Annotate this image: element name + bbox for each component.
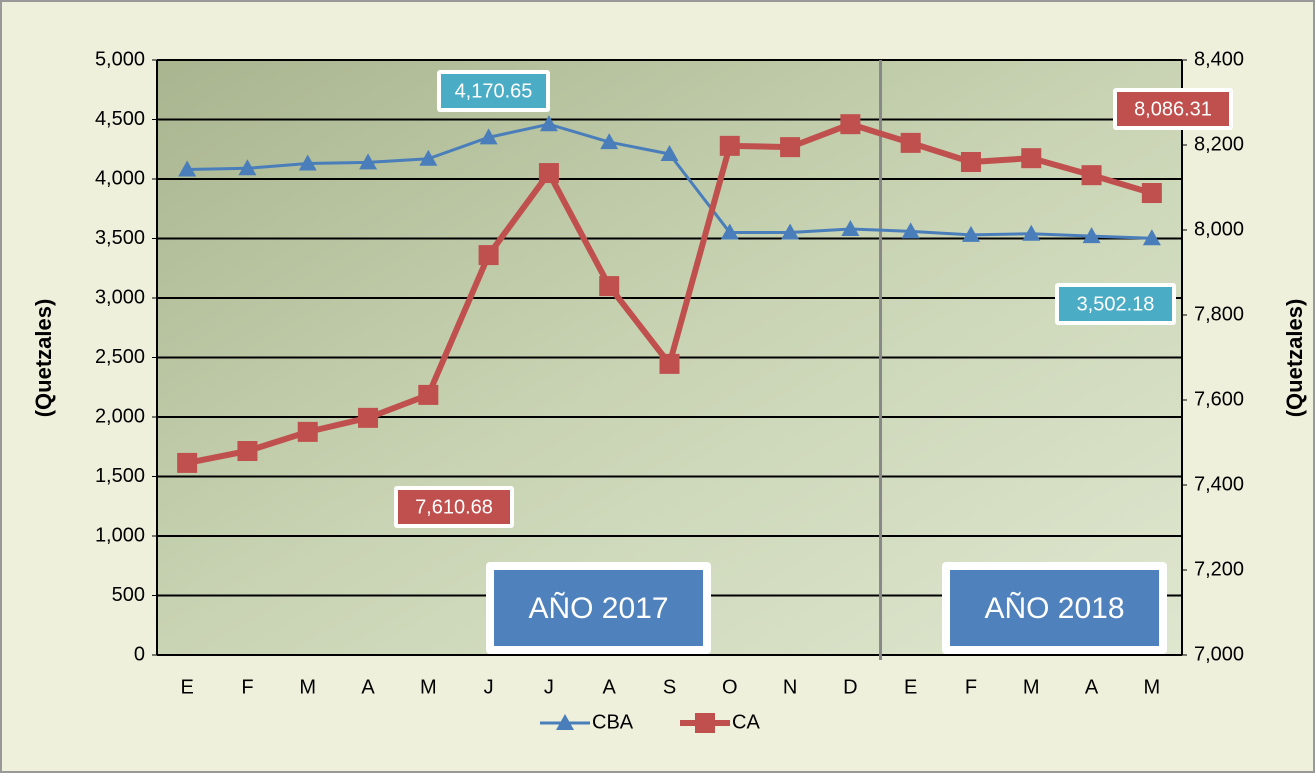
x-tick-label: S xyxy=(663,676,676,698)
x-tick-label: M xyxy=(299,676,316,698)
marker xyxy=(961,225,980,242)
marker xyxy=(358,407,379,428)
x-tick-label: F xyxy=(241,676,253,698)
marker xyxy=(695,713,715,733)
legend-label: CBA xyxy=(592,711,634,733)
marker xyxy=(478,245,499,266)
legend-label: CA xyxy=(732,711,760,733)
x-tick-label: A xyxy=(1085,676,1099,698)
y-tick-label: 0 xyxy=(134,643,145,665)
marker xyxy=(556,714,574,730)
marker xyxy=(298,154,317,171)
marker xyxy=(659,353,680,374)
marker xyxy=(177,452,198,473)
marker xyxy=(359,153,378,170)
period-label: AÑO 2017 xyxy=(528,591,668,625)
y-tick-label: 4,000 xyxy=(95,167,145,189)
y-tick-label: 2,000 xyxy=(95,405,145,427)
x-tick-label: J xyxy=(484,676,494,698)
marker xyxy=(1082,227,1101,244)
marker xyxy=(781,223,800,240)
marker xyxy=(719,135,740,156)
marker xyxy=(238,159,257,176)
marker xyxy=(297,421,318,442)
y-tick-label: 1,500 xyxy=(95,465,145,487)
marker xyxy=(1022,224,1041,241)
marker xyxy=(599,276,620,297)
marker xyxy=(419,149,438,166)
annotation: 4,170.65 xyxy=(455,80,533,102)
x-tick-label: D xyxy=(843,676,857,698)
y-tick-label: 5,000 xyxy=(95,48,145,70)
marker xyxy=(660,145,679,162)
y2-tick-label: 8,200 xyxy=(1194,133,1244,155)
x-tick-label: F xyxy=(965,676,977,698)
annotation-fill xyxy=(398,490,510,524)
annotation: 7,610.68 xyxy=(415,496,493,518)
marker xyxy=(900,132,921,153)
y2-tick-label: 7,800 xyxy=(1194,303,1244,325)
y2-tick-label: 7,400 xyxy=(1194,473,1244,495)
marker xyxy=(1141,183,1162,204)
marker xyxy=(840,114,861,135)
marker xyxy=(960,152,981,172)
x-tick-label: A xyxy=(603,676,617,698)
x-tick-label: M xyxy=(420,676,437,698)
annotation-fill xyxy=(441,74,546,108)
y2-tick-label: 7,000 xyxy=(1194,643,1244,665)
y-tick-label: 3,500 xyxy=(95,227,145,249)
annotation: 3,502.18 xyxy=(1077,293,1155,315)
marker xyxy=(1021,148,1042,169)
marker xyxy=(901,222,920,239)
annotation-fill xyxy=(1059,287,1172,321)
marker xyxy=(178,160,197,177)
period-fill xyxy=(950,570,1159,646)
period-label: AÑO 2018 xyxy=(984,591,1124,625)
x-tick-label: A xyxy=(361,676,375,698)
y-tick-label: 500 xyxy=(112,584,145,606)
x-tick-label: M xyxy=(1023,676,1040,698)
y-tick-label: 2,500 xyxy=(95,346,145,368)
marker xyxy=(1142,229,1161,246)
y-tick-label: 4,500 xyxy=(95,108,145,130)
marker xyxy=(720,223,739,240)
y2-tick-label: 7,200 xyxy=(1194,558,1244,580)
x-tick-label: J xyxy=(544,676,554,698)
marker xyxy=(479,128,498,145)
annotation-fill xyxy=(1117,92,1229,126)
marker xyxy=(418,384,439,405)
marker xyxy=(538,163,559,184)
y2-tick-label: 8,400 xyxy=(1194,48,1244,70)
marker xyxy=(780,137,801,158)
y2-axis-label: (Quetzales) xyxy=(1282,299,1307,418)
period-fill xyxy=(494,570,703,646)
x-tick-label: E xyxy=(180,676,193,698)
marker xyxy=(841,219,860,236)
marker xyxy=(1081,165,1102,186)
y-tick-label: 3,000 xyxy=(95,286,145,308)
x-tick-label: O xyxy=(722,676,738,698)
x-tick-label: N xyxy=(783,676,797,698)
y-axis-label: (Quetzales) xyxy=(31,299,56,418)
x-tick-label: M xyxy=(1144,676,1161,698)
marker xyxy=(237,441,258,461)
y2-tick-label: 8,000 xyxy=(1194,218,1244,240)
y-tick-label: 1,000 xyxy=(95,524,145,546)
y2-tick-label: 7,600 xyxy=(1194,388,1244,410)
annotation: 8,086.31 xyxy=(1134,98,1212,120)
marker xyxy=(600,133,619,150)
x-tick-label: E xyxy=(904,676,917,698)
marker xyxy=(539,115,558,132)
